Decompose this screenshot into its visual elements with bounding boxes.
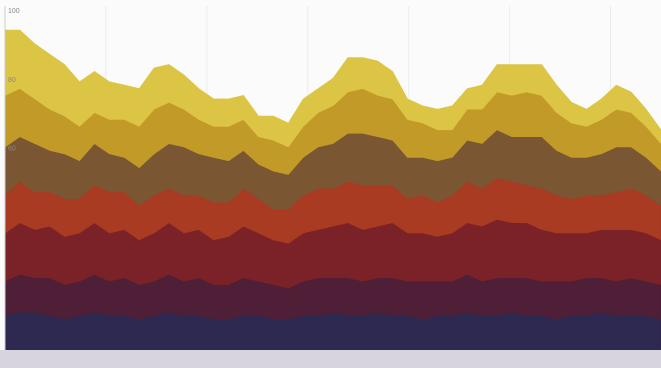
series-areas — [0, 29, 661, 368]
y-tick-label: 80 — [8, 77, 16, 84]
y-tick-labels: 100 80 60 — [8, 8, 20, 153]
x-axis-strip — [0, 350, 661, 368]
y-tick-label: 100 — [8, 8, 20, 15]
series-area-7 — [4, 29, 661, 148]
y-tick-label: 60 — [8, 146, 16, 153]
